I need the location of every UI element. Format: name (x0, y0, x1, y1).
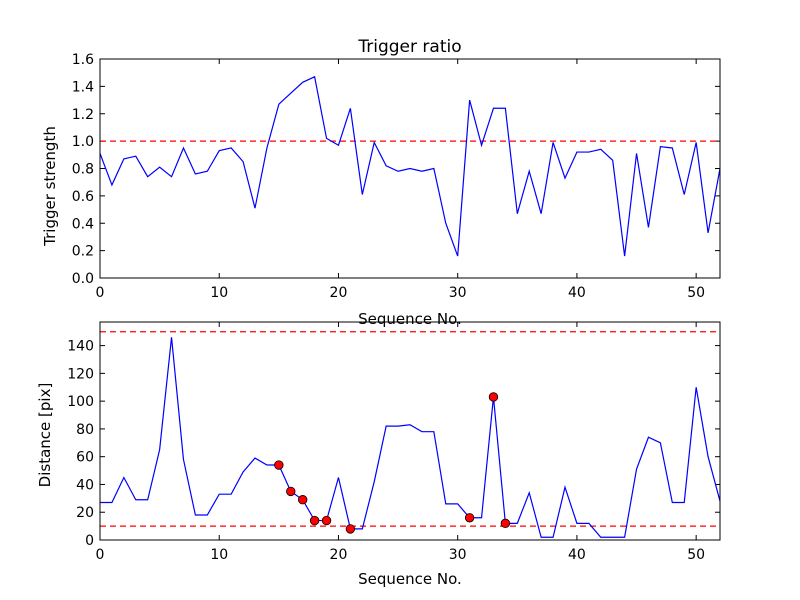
y-axis-label: Distance [pix] (36, 383, 54, 488)
data-point-marker (274, 460, 284, 470)
x-axis-label: Sequence No. (358, 310, 462, 328)
chart-title: Trigger ratio (357, 37, 461, 57)
y-tick-label: 1.6 (72, 52, 94, 68)
distance-panel: Distance [pix] Sequence No. 0 10 20 30 40 500… (36, 321, 721, 588)
data-point-marker (488, 392, 499, 402)
y-tick-label: 0 (85, 533, 94, 549)
x-axis-label: Sequence No. (358, 570, 462, 588)
data-point-marker (500, 518, 511, 529)
data-point-marker (464, 513, 475, 523)
y-tick-label: 1.4 (72, 79, 94, 95)
plot-frame (99, 321, 721, 541)
x-tick-label: 10 (210, 285, 228, 301)
x-tick-label: 20 (330, 547, 348, 563)
y-tick-label: 0.8 (72, 162, 94, 178)
x-tick-label: 40 (568, 547, 586, 563)
series-line (100, 75, 720, 257)
y-tick-label: 0.0 (72, 271, 94, 287)
y-tick-label: 20 (76, 505, 94, 521)
x-tick-label: 20 (330, 285, 348, 301)
x-tick-label: 0 (96, 285, 105, 301)
x-tick-label: 30 (449, 547, 467, 563)
y-tick-label: 40 (76, 477, 94, 493)
y-tick-label: 120 (67, 366, 94, 382)
y-tick-label: 0.4 (72, 216, 94, 232)
data-point-marker (309, 515, 320, 526)
plot-frame (99, 58, 721, 279)
y-tick-label: 60 (76, 450, 94, 466)
x-tick-label: 0 (96, 547, 105, 563)
y-axis-label: Trigger strength (41, 126, 59, 247)
data-point-marker (286, 486, 296, 497)
x-tick-label: 10 (210, 547, 228, 563)
x-tick-label: 50 (687, 285, 705, 301)
x-tick-label: 40 (568, 285, 586, 301)
data-point-marker (321, 515, 332, 526)
trigger-ratio-panel: Trigger ratio Trigger strength Sequence … (41, 37, 721, 328)
data-point-marker (345, 524, 356, 534)
plot-area: 0 10 20 30 40 50 0 20 40 60 80 100 120 140 (67, 321, 721, 563)
y-tick-label: 1.2 (72, 107, 94, 123)
y-tick-label: 100 (67, 394, 94, 410)
series-line (100, 337, 720, 538)
y-tick-label: 0.2 (72, 244, 94, 260)
y-tick-label: 140 (67, 339, 94, 355)
x-tick-label: 50 (687, 547, 705, 563)
y-tick-label: 80 (76, 422, 94, 438)
y-tick-label: 0.6 (72, 189, 94, 205)
y-tick-label: 1.0 (72, 134, 94, 150)
plot-area: 0 10 20 30 40 50 0.0 0.2 0.4 0.6 0.8 1.0 1.2 1.4 1.6 (72, 52, 721, 301)
x-tick-label: 30 (449, 285, 467, 301)
data-point-marker (297, 495, 308, 505)
